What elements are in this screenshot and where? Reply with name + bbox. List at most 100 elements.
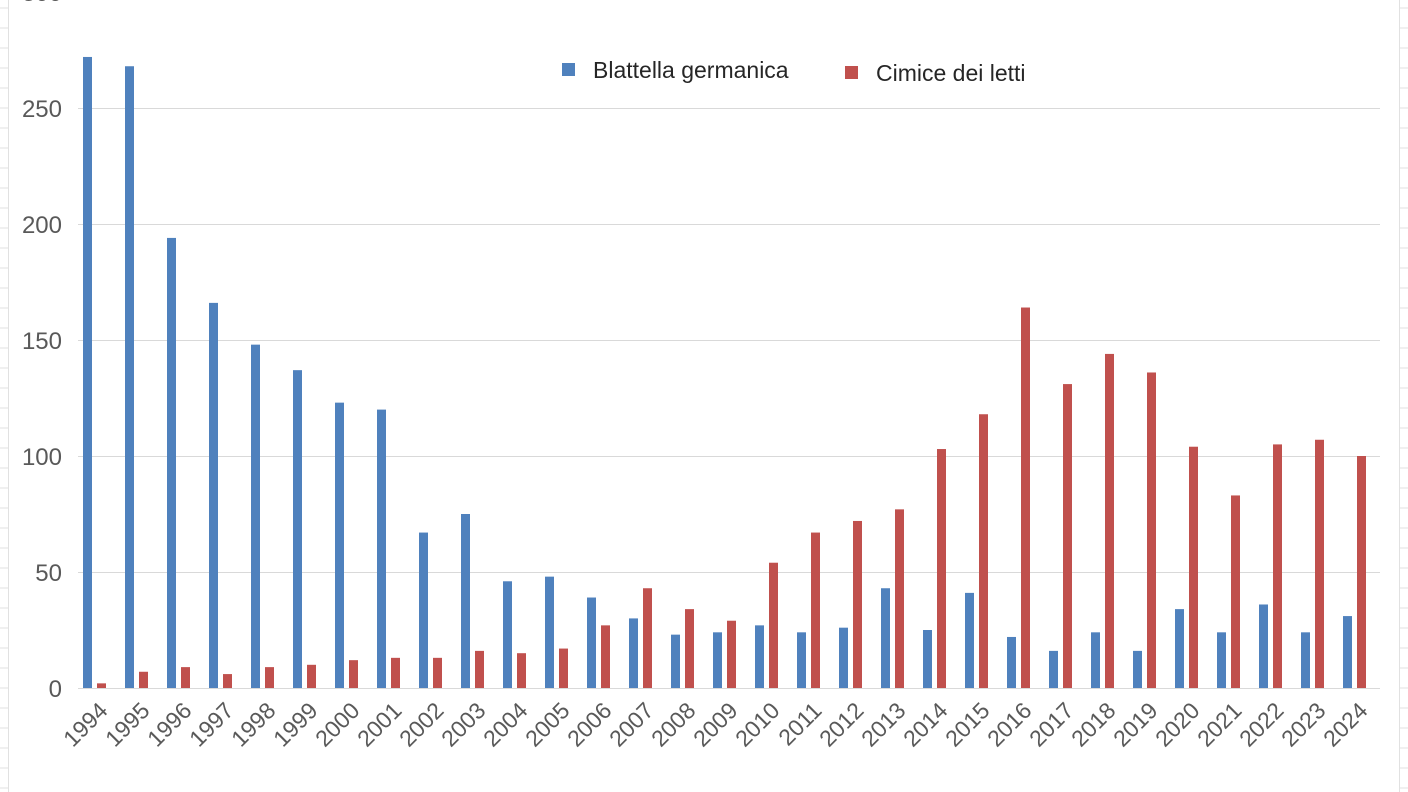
bar-blattella-germanica[interactable] [713,632,722,688]
bar-blattella-germanica[interactable] [587,597,596,688]
bar-blattella-germanica[interactable] [881,588,890,688]
bar-cimice-dei-letti[interactable] [559,648,568,688]
bar-cimice-dei-letti[interactable] [601,625,610,688]
bar-cimice-dei-letti[interactable] [1357,456,1366,688]
bar-blattella-germanica[interactable] [923,630,932,688]
bar-cimice-dei-letti[interactable] [475,650,484,688]
bar-cimice-dei-letti[interactable] [937,449,946,688]
bar-cimice-dei-letti[interactable] [391,657,400,688]
bar-cimice-dei-letti[interactable] [181,667,190,688]
x-tick-label: 2016 [982,697,1037,752]
bar-blattella-germanica[interactable] [503,581,512,688]
bar-cimice-dei-letti[interactable] [853,520,862,688]
bar-cimice-dei-letti[interactable] [769,562,778,688]
x-tick-label: 2003 [436,697,491,752]
x-axis: 1994199519961997199819992000200120022003… [58,688,1380,752]
x-tick-label: 2013 [856,697,911,752]
y-axis: 0 50 100 150 200 250 300 [22,0,62,703]
bar-blattella-germanica[interactable] [125,66,134,689]
bar-cimice-dei-letti[interactable] [1273,444,1282,688]
bar-blattella-germanica[interactable] [461,514,470,688]
bar-blattella-germanica[interactable] [1007,636,1016,688]
x-tick-label: 2002 [394,697,449,752]
bar-cimice-dei-letti[interactable] [97,683,106,688]
bar-blattella-germanica[interactable] [1091,632,1100,688]
bar-cimice-dei-letti[interactable] [139,671,148,688]
bar-cimice-dei-letti[interactable] [223,674,232,688]
x-tick-label: 1994 [58,697,113,752]
y-tick-label: 50 [35,560,62,587]
bar-blattella-germanica[interactable] [1133,650,1142,688]
y-tick-label: 200 [22,212,62,239]
y-tick-label: 0 [49,676,62,703]
bar-cimice-dei-letti[interactable] [517,653,526,688]
y-tick-label: 300 [22,0,62,7]
bar-cimice-dei-letti[interactable] [1315,439,1324,688]
bar-cimice-dei-letti[interactable] [1021,307,1030,688]
bar-blattella-germanica[interactable] [83,56,92,688]
bar-blattella-germanica[interactable] [1301,632,1310,688]
bar-blattella-germanica[interactable] [293,370,302,688]
bar-blattella-germanica[interactable] [1049,650,1058,688]
bar-cimice-dei-letti[interactable] [307,664,316,688]
bar-cimice-dei-letti[interactable] [1147,372,1156,688]
x-tick-label: 2012 [814,697,869,752]
bar-cimice-dei-letti[interactable] [1189,446,1198,688]
legend-item-blattella-germanica[interactable]: Blattella germanica [562,57,789,83]
y-tick-label: 150 [22,328,62,355]
bar-blattella-germanica[interactable] [1259,604,1268,688]
bar-blattella-germanica[interactable] [629,618,638,688]
legend-label: Blattella germanica [593,57,789,83]
bar-blattella-germanica[interactable] [755,625,764,688]
bar-blattella-germanica[interactable] [167,237,176,689]
bar-cimice-dei-letti[interactable] [979,414,988,688]
bar-blattella-germanica[interactable] [1343,616,1352,688]
y-tick-label: 250 [22,96,62,123]
x-tick-label: 2005 [520,697,575,752]
x-tick-label: 2001 [352,697,407,752]
bar-blattella-germanica[interactable] [1175,609,1184,688]
bar-blattella-germanica[interactable] [377,409,386,688]
y-tick-label: 100 [22,444,62,471]
legend-item-cimice-dei-letti[interactable]: Cimice dei letti [845,60,1026,86]
bar-blattella-germanica[interactable] [671,634,680,688]
bar-blattella-germanica[interactable] [965,592,974,688]
bar-blattella-germanica[interactable] [251,344,260,688]
bar-cimice-dei-letti[interactable] [349,660,358,688]
x-tick-label: 2024 [1318,697,1373,752]
legend[interactable]: Blattella germanica Cimice dei letti [562,57,1026,86]
x-tick-label: 2007 [604,697,659,752]
bar-cimice-dei-letti[interactable] [895,509,904,688]
bar-cimice-dei-letti[interactable] [1231,495,1240,688]
x-tick-label: 2015 [940,697,995,752]
bar-cimice-dei-letti[interactable] [1105,353,1114,688]
x-tick-label: 1996 [142,697,197,752]
x-tick-label: 2004 [478,697,533,752]
bar-blattella-germanica[interactable] [335,402,344,688]
bar-blattella-germanica[interactable] [209,302,218,688]
bar-blattella-germanica[interactable] [419,532,428,688]
bar-blattella-germanica[interactable] [839,627,848,688]
bar-cimice-dei-letti[interactable] [1063,384,1072,688]
gridlines [78,108,1380,573]
x-tick-label: 2021 [1192,697,1247,752]
bar-cimice-dei-letti[interactable] [433,657,442,688]
x-tick-label: 1997 [184,697,239,752]
bar-blattella-germanica[interactable] [797,632,806,688]
bar-cimice-dei-letti[interactable] [643,588,652,688]
bar-cimice-dei-letti[interactable] [811,532,820,688]
legend-swatch [562,63,575,76]
x-tick-label: 2019 [1108,697,1163,752]
x-tick-label: 1995 [100,697,155,752]
x-tick-label: 2011 [773,697,826,750]
bar-blattella-germanica[interactable] [1217,632,1226,688]
x-tick-label: 2008 [646,697,701,752]
x-tick-label: 2017 [1024,697,1079,752]
bar-cimice-dei-letti[interactable] [685,609,694,688]
legend-label: Cimice dei letti [876,60,1026,86]
bar-cimice-dei-letti[interactable] [265,667,274,688]
bar-blattella-germanica[interactable] [545,576,554,688]
bar-cimice-dei-letti[interactable] [727,620,736,688]
